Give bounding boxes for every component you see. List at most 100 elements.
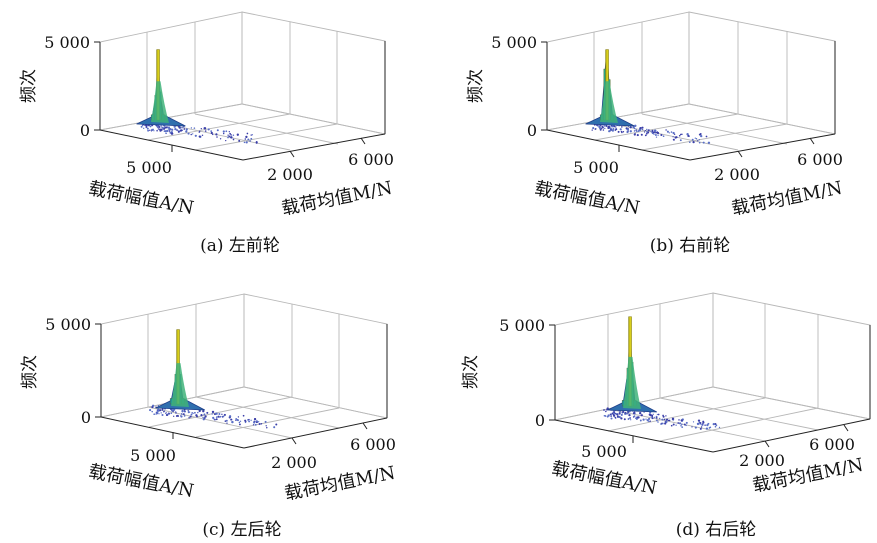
scatter-point: [613, 411, 616, 413]
scatter-point: [662, 135, 665, 138]
scatter-point: [194, 134, 197, 137]
scatter-point: [609, 413, 612, 416]
scatter-point: [650, 130, 652, 132]
scatter-point: [230, 134, 232, 136]
scatter-point: [608, 126, 611, 128]
histogram-core: [151, 81, 169, 123]
scatter-point: [198, 130, 201, 133]
scatter-point: [646, 128, 648, 131]
scatter-point: [239, 420, 242, 422]
scatter-point: [243, 141, 246, 144]
scatter-point: [228, 415, 232, 418]
x-tick-label: 5 000: [573, 158, 619, 177]
scatter-point: [636, 130, 638, 133]
scatter-point: [238, 421, 241, 424]
scatter-point: [170, 132, 174, 135]
scatter-point: [620, 413, 623, 416]
scatter-point: [606, 415, 609, 418]
scatter-point: [681, 426, 684, 428]
z-tick-label: 5 000: [45, 315, 91, 334]
y-tick-label: 2 000: [739, 451, 785, 470]
x-axis-label: 载荷幅值A/N: [87, 178, 196, 219]
scatter-point: [652, 131, 655, 134]
scatter-point: [674, 136, 677, 139]
y-tick-label: 2 000: [271, 453, 317, 472]
scatter-point: [611, 129, 614, 132]
scatter-point: [165, 413, 168, 417]
scatter-point: [618, 415, 621, 419]
x-axis-label: 载荷幅值A/N: [87, 461, 196, 502]
histogram-bars: [607, 316, 657, 413]
scatter-point: [149, 125, 152, 128]
panel-caption: (c) 左后轮: [202, 520, 281, 540]
scatter-point: [606, 409, 608, 411]
x-axis-label: 载荷幅值A/N: [533, 178, 642, 219]
scatter-point: [700, 426, 703, 428]
scatter-point: [653, 129, 657, 132]
scatter-point: [182, 413, 185, 416]
scatter-point: [668, 132, 670, 134]
scatter-point: [221, 413, 223, 415]
scatter-point: [706, 424, 709, 427]
scatter-point: [212, 416, 215, 419]
scatter-point: [640, 133, 643, 136]
scatter-point: [198, 135, 201, 138]
scatter-point: [183, 415, 186, 417]
histogram-core: [600, 81, 618, 123]
scatter-point: [618, 412, 621, 415]
scatter-point: [216, 413, 218, 415]
scatter-point: [255, 420, 258, 423]
scatter-point: [641, 128, 644, 131]
scatter-point: [255, 140, 258, 143]
scatter-point: [657, 134, 659, 136]
scatter-point: [626, 412, 629, 415]
scatter-point: [672, 131, 675, 135]
histogram-bars: [585, 49, 635, 127]
scatter-point: [265, 425, 267, 427]
scatter-point: [667, 419, 670, 422]
scatter-point: [185, 128, 188, 131]
scatter-point: [647, 131, 650, 134]
scatter-point: [644, 129, 647, 132]
scatter-point: [167, 126, 169, 129]
scatter-point: [645, 132, 648, 135]
scatter-point: [225, 139, 227, 142]
scatter-point: [213, 418, 215, 420]
scatter-point: [718, 426, 721, 429]
scatter-point: [156, 129, 158, 132]
scatter-point: [621, 126, 623, 128]
scatter-point: [672, 138, 675, 141]
scatter-point: [236, 133, 239, 136]
scatter-point: [697, 419, 701, 422]
scatter-point: [196, 415, 198, 418]
scatter-point: [232, 138, 235, 141]
x-axis-label: 载荷幅值A/N: [550, 458, 659, 499]
scatter-point: [633, 130, 636, 132]
scatter-point: [633, 133, 636, 136]
scatter-point: [617, 130, 620, 133]
scatter-point: [700, 134, 703, 138]
scatter-point: [643, 131, 646, 133]
scatter-point: [211, 413, 213, 415]
scatter-point: [707, 141, 711, 144]
scatter-point: [605, 410, 607, 413]
scatter-point: [645, 418, 647, 420]
scatter-point: [198, 409, 201, 413]
z-tick-label: 0: [80, 121, 90, 140]
scatter-point: [164, 126, 167, 129]
scatter-point: [181, 409, 184, 413]
scatter-point: [611, 412, 614, 415]
scatter-point: [635, 418, 638, 420]
scatter-point: [202, 418, 205, 421]
scatter-point: [235, 419, 237, 421]
scatter-point: [222, 415, 225, 418]
panel-caption: (a) 左前轮: [200, 236, 280, 256]
scatter-point: [671, 417, 675, 420]
scatter-point: [245, 135, 248, 139]
scatter-point: [231, 420, 234, 424]
scatter-point: [176, 129, 178, 131]
scatter-point: [665, 420, 668, 424]
scatter-point: [275, 423, 278, 426]
scatter-point: [656, 131, 660, 135]
x-tick-label: 5 000: [581, 442, 627, 461]
